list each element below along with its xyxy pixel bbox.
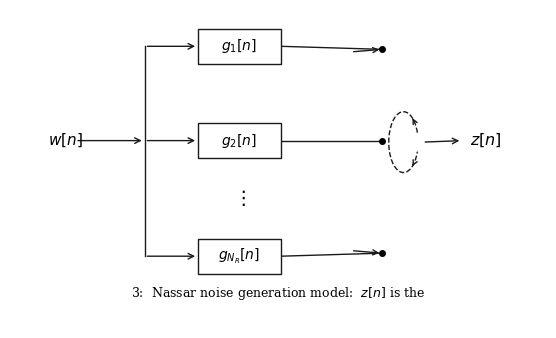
Text: $g_{N_R}[n]$: $g_{N_R}[n]$	[219, 247, 260, 266]
Text: $g_1[n]$: $g_1[n]$	[221, 37, 257, 55]
Text: $z[n]$: $z[n]$	[470, 132, 502, 149]
Text: $g_2[n]$: $g_2[n]$	[221, 131, 257, 150]
Bar	[198, 123, 281, 158]
Text: $w[n]$: $w[n]$	[48, 132, 83, 149]
Text: 3:  Nassar noise generation model:  $z[n]$ is the: 3: Nassar noise generation model: $z[n]$…	[131, 285, 425, 302]
Bar	[198, 239, 281, 274]
Text: $\vdots$: $\vdots$	[233, 188, 246, 209]
Bar	[198, 29, 281, 64]
